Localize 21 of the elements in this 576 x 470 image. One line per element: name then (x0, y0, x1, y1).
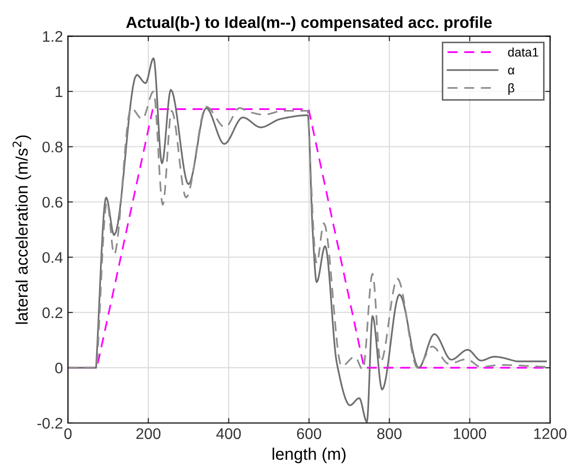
chart-title: Actual(b-) to Ideal(m--) compensated acc. profile (126, 16, 492, 32)
y-tick-label: -0.2 (37, 418, 62, 429)
y-tick-label: 0.8 (42, 142, 62, 152)
x-tick-label: 200 (136, 428, 160, 440)
y-tick-label: 0 (55, 362, 63, 374)
x-tick-label: 1000 (454, 428, 486, 440)
y-tick-label: 0.6 (42, 196, 62, 208)
x-tick-label: 800 (377, 428, 402, 440)
legend-label: β (508, 83, 514, 95)
y-tick-label: 1 (56, 86, 62, 97)
legend-label: data1 (508, 47, 538, 57)
x-axis-title: length (m) (272, 448, 346, 464)
legend-label: α (508, 68, 514, 75)
x-tick-label: 0 (64, 428, 72, 440)
y-tick-label: 0.2 (42, 307, 62, 318)
y-tick-label: 0.4 (42, 252, 63, 263)
x-tick-label: 1200 (534, 428, 566, 440)
y-axis-title: lateral acceleration (m/s$^{2}$) (12, 135, 32, 324)
y-tick-label: 1.2 (43, 31, 62, 42)
x-tick-label: 600 (297, 428, 322, 440)
x-tick-label: 400 (216, 428, 241, 440)
